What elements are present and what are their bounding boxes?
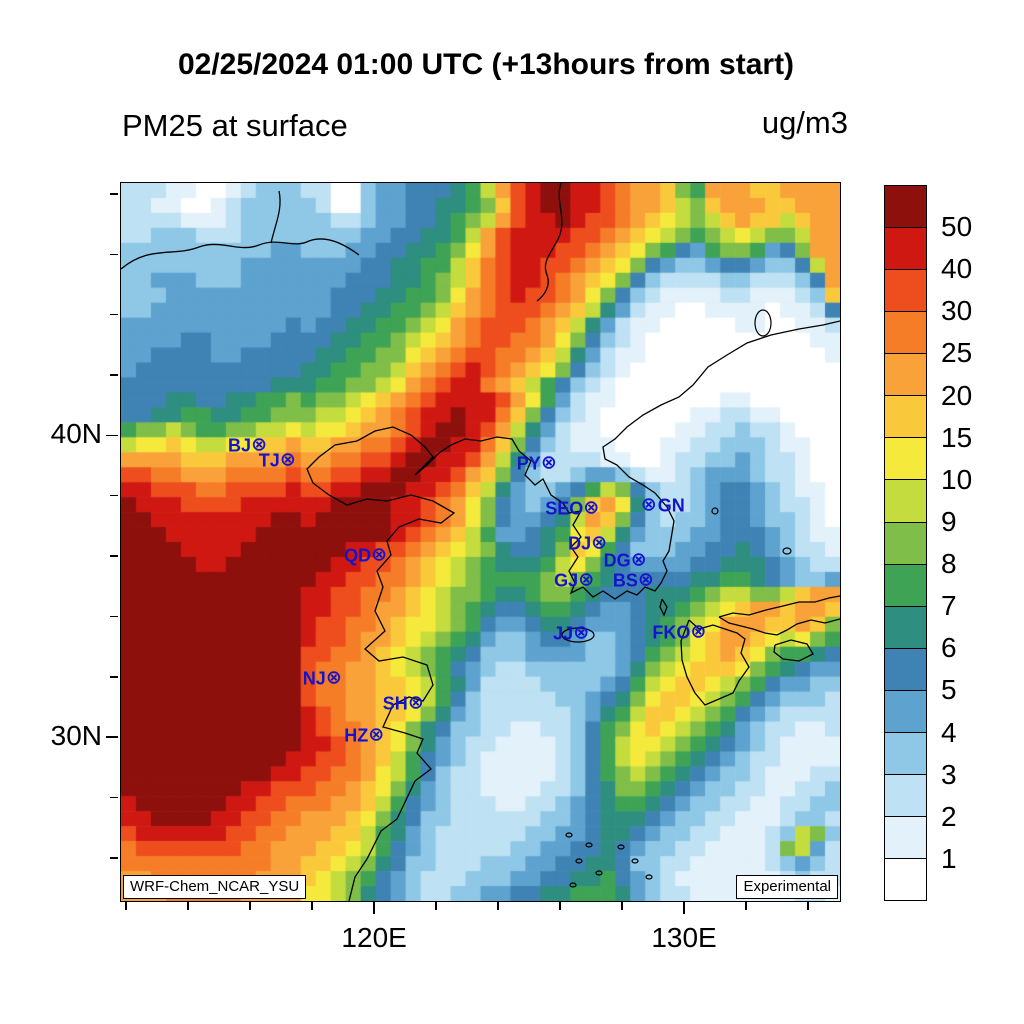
axis-tick [106,736,118,738]
station-label: PY [516,454,541,475]
axis-tick [311,902,313,910]
colorbar-tick-label: 5 [941,674,957,706]
y-axis-label: 30N [50,720,102,752]
station-label: BJ [228,435,252,456]
station-marker-icon: ⊗ [690,621,707,643]
axis-tick [110,193,118,195]
colorbar-segment [884,227,927,271]
colorbar-tick-label: 10 [941,463,973,495]
colorbar-tick-label: 25 [941,337,973,369]
axis-tick [106,434,118,437]
axis-tick [110,374,118,376]
axis-tick [110,313,118,316]
station-marker-icon: ⊗ [640,494,657,516]
colorbar-segment [884,437,927,481]
station-marker-icon: ⊗ [251,434,268,456]
colorbar-segment [884,353,927,397]
colorbar-segment [884,858,927,902]
axis-tick [559,902,561,910]
station-marker-icon: ⊗ [371,544,388,566]
colorbar-tick-label: 3 [941,758,957,790]
station-label: BS [612,570,638,591]
axis-tick [110,555,118,557]
station-label: QD [344,545,372,566]
variable-subtitle: PM25 at surface [122,108,348,143]
station-marker-icon: ⊗ [583,497,600,519]
colorbar [884,185,927,902]
station-label: TJ [258,450,280,471]
station-marker-icon: ⊗ [325,667,342,689]
colorbar-segment [884,185,927,229]
x-axis-label: 120E [341,922,407,953]
axis-tick [110,494,118,497]
axis-tick [187,902,189,910]
colorbar-tick-label: 7 [941,590,957,622]
station-marker-icon: ⊗ [630,549,647,571]
station-marker-icon: ⊗ [540,453,557,475]
station-label: FKO [652,622,691,643]
colorbar-segment [884,731,927,775]
station-label: JJ [553,623,574,644]
colorbar-segment [884,689,927,733]
station-label: GJ [554,570,579,591]
axis-tick [745,902,747,910]
axis-tick [110,253,118,256]
axis-tick [110,796,118,799]
station-marker-icon: ⊗ [578,569,595,591]
colorbar-tick-label: 50 [941,211,973,243]
colorbar-tick-label: 30 [941,295,973,327]
colorbar-segment [884,605,927,649]
axis-tick [110,857,118,859]
station-marker-icon: ⊗ [573,622,590,644]
map-plot-area: ⊗ BJ ⊗ TJ ⊗ PY ⊗ SEO ⊗ GN ⊗ QD ⊗ DJ ⊗ DG ⊗ GJ ⊗ BS ⊗ JJ ⊗ FKO ⊗ N… [120,182,841,902]
axis-tick [683,902,685,914]
colorbar-segment [884,311,927,355]
colorbar-segment [884,647,927,691]
station-label: DJ [568,533,592,554]
colorbar-tick-label: 15 [941,421,973,453]
colorbar-tick-label: 9 [941,505,957,537]
x-axis-label: 130E [651,922,717,953]
colorbar-tick-label: 4 [941,716,957,748]
colorbar-tick-label: 40 [941,253,973,285]
colorbar-tick-label: 20 [941,379,973,411]
axis-tick [373,902,375,914]
station-marker-icon: ⊗ [637,569,654,591]
station-label: NJ [302,668,326,689]
colorbar-segment [884,479,927,523]
station-label: SEO [545,498,584,519]
axis-tick [621,902,623,910]
station-label: DG [603,550,631,571]
station-label: GN [657,495,685,516]
colorbar-segment [884,563,927,607]
colorbar-tick-label: 8 [941,548,957,580]
y-axis-label: 40N [50,418,102,450]
colorbar-segment [884,773,927,817]
colorbar-tick-label: 2 [941,800,957,832]
colorbar-tick-label: 6 [941,632,957,664]
axis-tick [110,676,118,678]
station-layer: ⊗ BJ ⊗ TJ ⊗ PY ⊗ SEO ⊗ GN ⊗ QD ⊗ DJ ⊗ DG ⊗ GJ ⊗ BS ⊗ JJ ⊗ FKO ⊗ N… [121,183,840,901]
axis-tick [497,902,499,910]
station-marker-icon: ⊗ [591,532,608,554]
model-credit-badge: WRF-Chem_NCAR_YSU [123,875,307,899]
axis-tick [435,902,437,910]
colorbar-segment [884,269,927,313]
colorbar-segment [884,815,927,859]
station-label: HZ [344,725,369,746]
axis-tick [110,615,118,618]
plot-title: 02/25/2024 01:00 UTC (+13hours from star… [177,48,795,81]
station-marker-icon: ⊗ [368,724,385,746]
station-label: SH [382,693,408,714]
station-marker-icon: ⊗ [407,693,424,715]
axis-tick [125,902,127,910]
colorbar-segment [884,395,927,439]
colorbar-segment [884,521,927,565]
station-marker-icon: ⊗ [279,449,296,471]
units-label: ug/m3 [761,105,848,140]
axis-tick [249,902,251,910]
axis-tick [807,902,809,910]
experimental-badge: Experimental [736,875,838,899]
colorbar-tick-label: 1 [941,842,957,874]
